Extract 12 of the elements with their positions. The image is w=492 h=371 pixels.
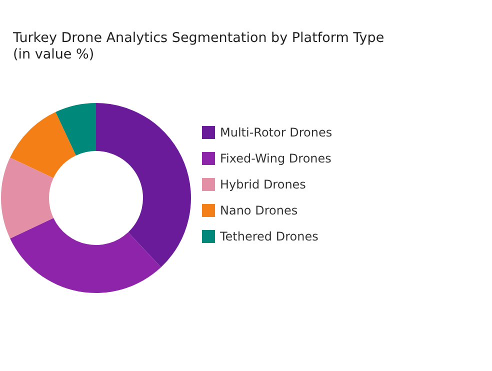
chart-subtitle: (in value %) <box>13 46 94 62</box>
donut-slice <box>56 103 96 156</box>
legend-label: Tethered Drones <box>219 230 318 244</box>
legend-label: Multi-Rotor Drones <box>220 126 332 140</box>
donut-slice <box>10 112 76 178</box>
donut-slice <box>10 218 162 293</box>
donut-slice <box>1 158 54 238</box>
legend-label: Hybrid Drones <box>220 178 306 192</box>
chart-title: Turkey Drone Analytics Segmentation by Platform Type <box>12 30 384 46</box>
donut-slice <box>96 103 191 268</box>
legend-label: Fixed-Wing Drones <box>220 152 332 166</box>
legend-label: Nano Drones <box>220 204 298 218</box>
